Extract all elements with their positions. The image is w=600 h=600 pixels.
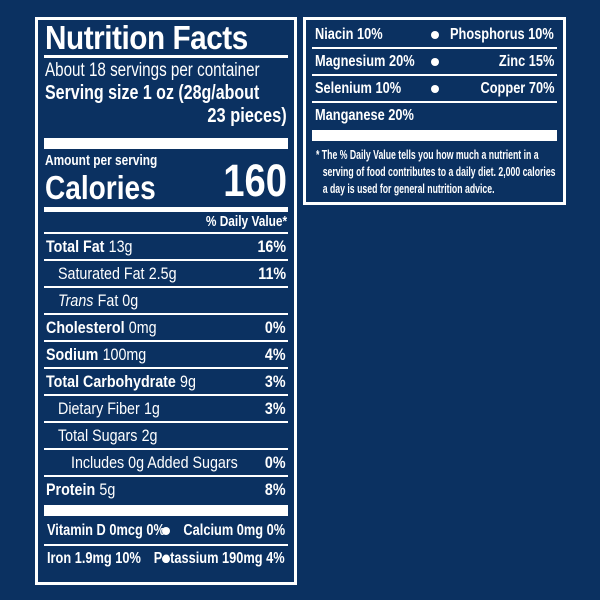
calories-value: 160 <box>223 155 287 206</box>
row-iron-potassium: Iron 1.9mg 10% Potassium 190mg 4% <box>44 544 288 572</box>
thick-separator-bar <box>44 505 288 516</box>
row-total-carbohydrate: Total Carbohydrate 9g 3% <box>44 367 288 394</box>
bullet-icon <box>162 555 170 563</box>
daily-value-header: % Daily Value* <box>205 214 287 230</box>
side-rows: Niacin 10% Phosphorus 10% Magnesium 20% … <box>312 22 557 128</box>
vitamin-mineral-rows: Vitamin D 0mcg 0% Calcium 0mg 0% Iron 1.… <box>44 518 288 572</box>
row-vitamin-d-calcium: Vitamin D 0mcg 0% Calcium 0mg 0% <box>47 522 285 539</box>
daily-value-footnote: * The % Daily Value tells you how much a… <box>316 147 556 196</box>
nutrition-facts-panel: Nutrition Facts About 18 servings per co… <box>35 17 297 585</box>
row-magnesium-zinc: Magnesium 20% Zinc 15% <box>312 47 557 74</box>
row-added-sugars: Includes 0g Added Sugars 0% <box>44 448 288 475</box>
medium-separator-bar <box>44 207 288 212</box>
serving-size-line1: Serving size 1 oz (28g/about <box>45 82 260 104</box>
bullet-icon <box>430 30 439 39</box>
dv-value: 3% <box>265 398 286 418</box>
row-sodium: Sodium 100mg 4% <box>44 340 288 367</box>
calories-label: Calories <box>45 169 156 206</box>
nutrient-rows: Total Fat 13g 16% Saturated Fat 2.5g 11% T… <box>44 232 288 502</box>
thick-separator-bar <box>312 130 557 141</box>
bullet-icon <box>430 57 439 66</box>
row-niacin-phosphorus: Niacin 10% Phosphorus 10% <box>315 25 554 43</box>
bullet-icon <box>430 84 439 93</box>
dv-value: 3% <box>265 371 286 391</box>
dv-value: 11% <box>258 263 286 283</box>
servings-per-container: About 18 servings per container <box>45 60 260 81</box>
row-dietary-fiber: Dietary Fiber 1g 3% <box>44 394 288 421</box>
row-cholesterol: Cholesterol 0mg 0% <box>44 313 288 340</box>
panel-title: Nutrition Facts <box>45 19 248 56</box>
thick-separator-bar <box>44 138 288 149</box>
title-rule <box>44 55 288 58</box>
calories-row: Calories 160 <box>45 155 287 206</box>
row-selenium-copper: Selenium 10% Copper 70% <box>312 74 557 101</box>
row-protein: Protein 5g 8% <box>44 475 288 502</box>
row-saturated-fat: Saturated Fat 2.5g 11% <box>44 259 288 286</box>
dv-value: 0% <box>265 317 286 337</box>
bullet-icon <box>162 527 170 535</box>
row-total-sugars: Total Sugars 2g <box>44 421 288 448</box>
serving-size-line2: 23 pieces) <box>207 105 287 127</box>
row-manganese: Manganese 20% <box>312 101 557 128</box>
row-total-fat: Total Fat 13g 16% <box>46 236 286 256</box>
dv-value: 16% <box>257 236 286 256</box>
amount-per-serving-label: Amount per serving <box>45 153 158 169</box>
dv-value: 8% <box>265 479 286 499</box>
dv-value: 4% <box>265 344 286 364</box>
row-trans-fat: Trans Fat 0g <box>44 286 288 313</box>
micronutrients-side-panel: Niacin 10% Phosphorus 10% Magnesium 20% … <box>303 17 566 205</box>
dv-value: 0% <box>265 452 286 472</box>
